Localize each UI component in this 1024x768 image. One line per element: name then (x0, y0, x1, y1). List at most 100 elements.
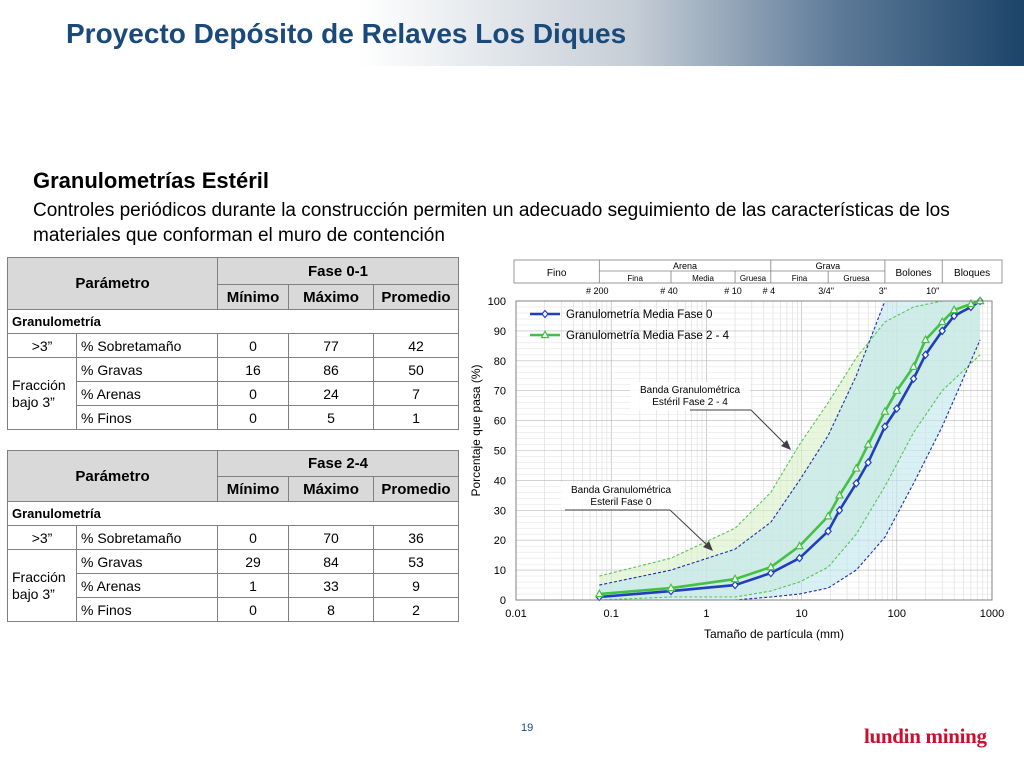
data-point (950, 311, 958, 321)
table-row: % Arenas 0 24 7 (8, 381, 460, 406)
cell-max: 77 (288, 333, 375, 358)
title-bar (0, 0, 1024, 66)
data-point (880, 406, 890, 415)
annotation-2-arrowhead (703, 541, 713, 551)
page-number: 19 (521, 722, 534, 734)
y-tick-label: 80 (494, 356, 506, 368)
section-description: Controles periódicos durante la construc… (33, 200, 950, 246)
header-arena: Arena (673, 261, 697, 271)
table-row: % Finos 0 5 1 (8, 405, 460, 430)
annotation-2-line-1: Banda Granulométrica (571, 485, 671, 496)
table-row: >3” % Sobretamaño 0 70 36 (7, 525, 460, 550)
cell-max: 86 (288, 357, 375, 382)
group-label: Granulometría (6, 501, 460, 526)
cell-avg: 36 (373, 525, 460, 550)
y-tick-label: 40 (494, 475, 506, 487)
x-tick-label: 0.1 (604, 608, 619, 620)
column-header-avg: Promedio (373, 284, 460, 310)
row-param: % Finos (75, 405, 219, 430)
data-point (909, 361, 919, 370)
row-param: % Sobretamaño (75, 525, 219, 550)
cell-avg: 53 (373, 549, 460, 574)
sieve-label: # 200 (586, 286, 609, 296)
cell-avg: 2 (373, 597, 460, 622)
table-header-parameter: Parámetro (6, 450, 219, 502)
row-label: >3” (7, 525, 77, 550)
sieve-label: 3" (879, 286, 887, 296)
y-tick-label: 20 (494, 535, 506, 547)
annotation-1-line-1: Banda Granulométrica (640, 385, 740, 396)
row-param: % Arenas (75, 381, 219, 406)
data-point (851, 463, 861, 472)
data-point (909, 374, 918, 384)
data-point (892, 385, 902, 394)
header-arena-media: Media (692, 274, 714, 283)
header-bloques: Bloques (954, 268, 990, 279)
table-row: >3” % Sobretamaño 0 77 42 (7, 333, 460, 358)
header-grava-fina: Fina (792, 274, 808, 283)
data-point (852, 478, 861, 488)
header-arena-gruesa: Gruesa (740, 274, 767, 283)
y-tick-label: 90 (494, 326, 506, 338)
data-point (824, 526, 832, 536)
band-fill-2 (599, 301, 981, 600)
table-header-phase: Fase 2-4 (217, 450, 460, 477)
data-point (881, 422, 889, 432)
group-label: Granulometría (6, 309, 460, 334)
fraction-label: Fracción bajo 3” (7, 357, 77, 430)
data-point (893, 404, 901, 414)
cell-min: 29 (217, 549, 290, 574)
data-point (975, 295, 985, 305)
cell-max: 84 (288, 549, 375, 574)
granulometry-table-phase-2-4: Parámetro Fase 2-4 Mínimo Máximo Promedi… (6, 450, 460, 622)
table-header-parameter: Parámetro (6, 257, 219, 310)
y-tick-label: 50 (494, 446, 506, 458)
header-arena-fina: Fina (627, 274, 643, 283)
table-row: % Arenas 1 33 9 (8, 573, 460, 598)
cell-min: 0 (217, 333, 290, 358)
data-point (937, 316, 947, 326)
legend-label-2: Granulometría Media Fase 2 - 4 (566, 330, 730, 342)
legend-marker-2 (540, 329, 550, 339)
classification-header (513, 259, 1003, 284)
legend-marker-1 (541, 309, 549, 319)
y-tick-label: 60 (494, 416, 506, 428)
y-tick-label: 70 (494, 386, 506, 398)
cell-max: 5 (288, 405, 375, 430)
data-point (731, 580, 739, 590)
cell-min: 1 (217, 573, 290, 598)
x-tick-label: 1 (703, 608, 709, 620)
column-header-max: Máximo (288, 284, 375, 310)
x-tick-label: 0.01 (505, 608, 526, 620)
column-header-avg: Promedio (373, 476, 460, 502)
cell-avg: 1 (373, 405, 460, 430)
header-grava-gruesa: Gruesa (843, 274, 870, 283)
granulometry-chart: 0 10 20 30 40 50 60 70 80 90 100 0.01 0.1 1 10 100 1000 T… (469, 259, 1004, 641)
table-row: % Finos 0 8 2 (8, 597, 460, 622)
data-point (767, 568, 775, 578)
band-lower-line-1 (599, 354, 981, 601)
y-tick-label: 30 (494, 505, 506, 517)
data-point (835, 505, 844, 515)
data-point (666, 582, 676, 592)
cell-min: 16 (217, 357, 290, 382)
company-logo: lundin mining (864, 724, 987, 748)
table-row: Fracción bajo 3” % Gravas 29 84 53 (7, 549, 460, 622)
section-heading: Granulometrías Estéril (33, 168, 269, 193)
legend-label-1: Granulometría Media Fase 0 (566, 309, 712, 321)
annotation-1-arrowhead (781, 440, 791, 450)
sieve-label: 10" (926, 286, 939, 296)
data-point (938, 326, 947, 336)
row-param: % Sobretamaño (75, 333, 219, 358)
cell-avg: 9 (373, 573, 460, 598)
cell-max: 24 (288, 381, 375, 406)
page-title: Proyecto Depósito de Relaves Los Diques (66, 18, 627, 49)
data-point (766, 562, 776, 571)
row-param: % Finos (75, 597, 219, 622)
data-point (823, 511, 833, 520)
y-axis-label: Porcentaje que pasa (%) (469, 364, 483, 496)
sieve-label: # 4 (763, 286, 776, 296)
cell-avg: 7 (373, 381, 460, 406)
column-header-max: Máximo (288, 476, 375, 502)
table-row: Fracción bajo 3” % Gravas 16 86 50 (7, 357, 460, 430)
